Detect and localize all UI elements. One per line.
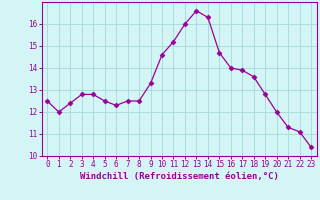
X-axis label: Windchill (Refroidissement éolien,°C): Windchill (Refroidissement éolien,°C): [80, 172, 279, 181]
